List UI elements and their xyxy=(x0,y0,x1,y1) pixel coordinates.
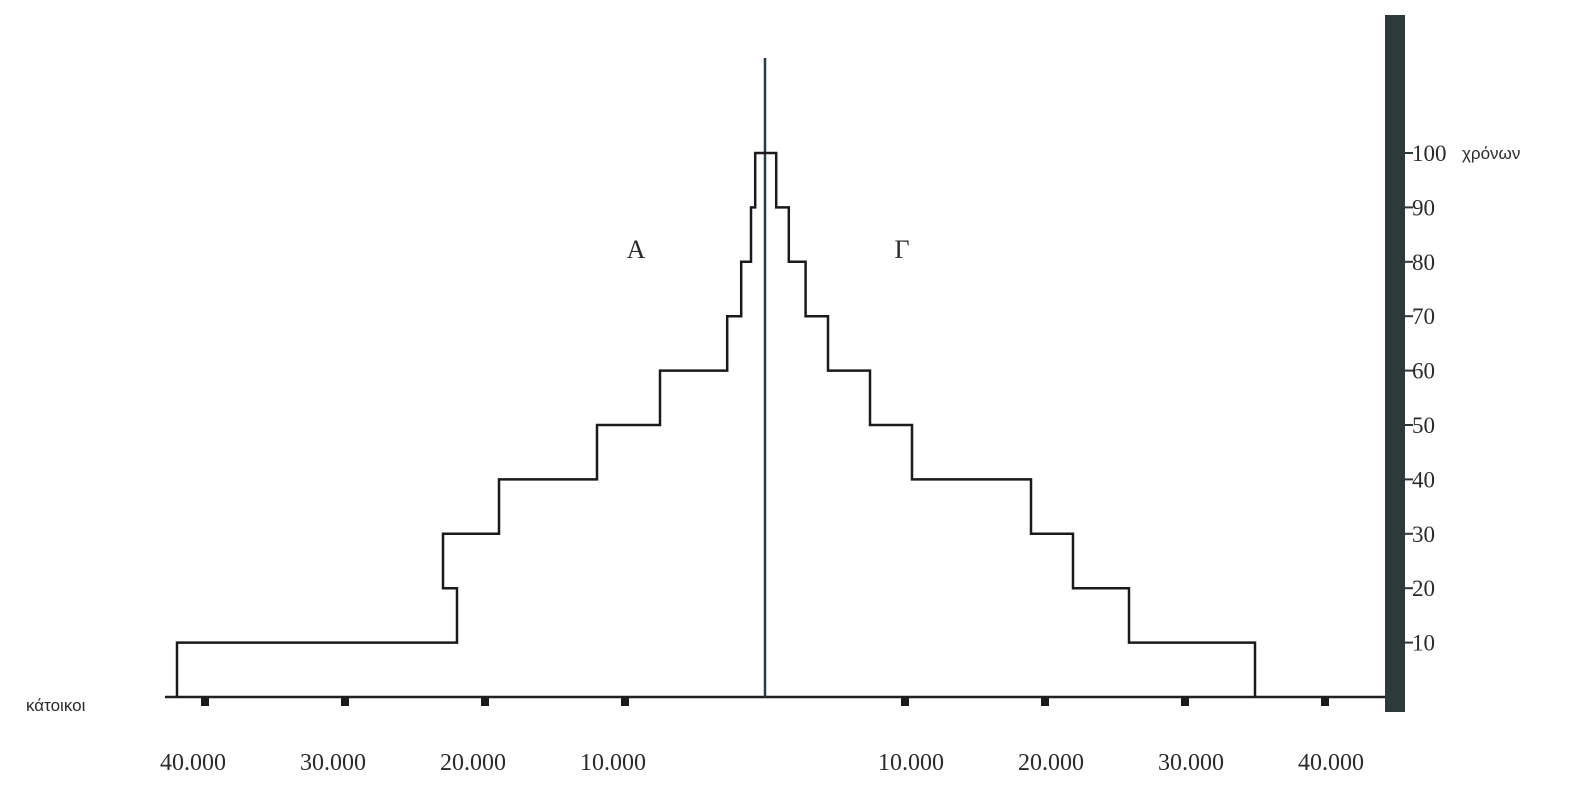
y-tick-label: 10 xyxy=(1412,631,1435,656)
y-tick-label: 20 xyxy=(1412,576,1435,601)
y-axis-unit-label: χρόνων xyxy=(1462,144,1520,163)
x-tick-label: 30.000 xyxy=(1158,750,1224,776)
x-tick-mark xyxy=(901,697,909,706)
series-a-outline xyxy=(175,151,765,697)
age-axis-ticks xyxy=(1405,152,1413,644)
x-tick-label: 20.000 xyxy=(440,750,506,776)
x-tick-mark xyxy=(201,697,209,706)
x-tick-mark xyxy=(1181,697,1189,706)
y-tick-label: 70 xyxy=(1412,304,1435,329)
x-tick-label: 40.000 xyxy=(160,750,226,776)
age-axis-bar xyxy=(1385,15,1405,712)
x-tick-label: 30.000 xyxy=(300,750,366,776)
x-tick-label: 20.000 xyxy=(1018,750,1084,776)
y-tick-label: 80 xyxy=(1412,250,1435,275)
y-tick-label: 60 xyxy=(1412,359,1435,384)
y-tick-label: 40 xyxy=(1412,467,1435,492)
x-tick-mark xyxy=(1041,697,1049,706)
x-tick-mark xyxy=(1321,697,1329,706)
x-tick-mark xyxy=(341,697,349,706)
x-tick-label: 40.000 xyxy=(1298,750,1364,776)
x-axis-ticks xyxy=(201,697,1329,706)
x-axis-unit-label: κάτοικοι xyxy=(26,696,86,715)
x-tick-label: 10.000 xyxy=(580,750,646,776)
y-tick-label: 100 xyxy=(1412,141,1447,166)
x-tick-mark xyxy=(621,697,629,706)
series-g-outline xyxy=(765,151,1257,697)
chart-labels: 40.000 30.000 20.000 10.000 10.000 20.000 30.0… xyxy=(26,141,1520,776)
x-tick-label: 10.000 xyxy=(878,750,944,776)
y-tick-label: 50 xyxy=(1412,413,1435,438)
y-tick-label: 30 xyxy=(1412,522,1435,547)
x-tick-mark xyxy=(481,697,489,706)
series-label-a: Α xyxy=(627,235,646,264)
series-label-g: Γ xyxy=(894,235,909,264)
y-tick-label: 90 xyxy=(1412,195,1435,220)
